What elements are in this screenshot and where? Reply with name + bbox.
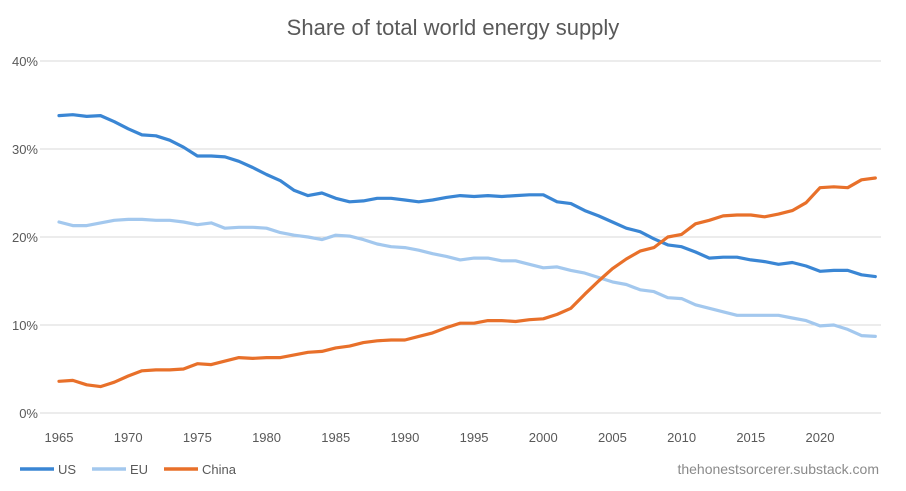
y-axis-ticks: 0% 10% 20% 30% 40% bbox=[12, 54, 38, 421]
x-tick-label: 2000 bbox=[529, 430, 558, 445]
legend-label-eu: EU bbox=[130, 462, 148, 477]
x-tick-label: 2015 bbox=[736, 430, 765, 445]
x-tick-label: 2010 bbox=[667, 430, 696, 445]
x-tick-label: 1995 bbox=[460, 430, 489, 445]
series-line-eu bbox=[57, 217, 877, 338]
x-tick-label: 1975 bbox=[183, 430, 212, 445]
y-tick-label: 40% bbox=[12, 54, 38, 69]
y-tick-label: 20% bbox=[12, 230, 38, 245]
x-tick-label: 1990 bbox=[390, 430, 419, 445]
gridlines bbox=[40, 60, 881, 414]
legend-label-us: US bbox=[58, 462, 76, 477]
legend: US EU China bbox=[20, 462, 237, 477]
y-tick-label: 0% bbox=[19, 406, 38, 421]
source-credit: thehonestsorcerer.substack.com bbox=[677, 461, 879, 477]
x-tick-label: 1985 bbox=[321, 430, 350, 445]
chart-title: Share of total world energy supply bbox=[287, 15, 620, 40]
series-line-us bbox=[57, 113, 877, 279]
x-tick-label: 1980 bbox=[252, 430, 281, 445]
series-line-china bbox=[57, 176, 877, 389]
y-tick-label: 10% bbox=[12, 318, 38, 333]
x-tick-label: 1965 bbox=[45, 430, 74, 445]
x-tick-label: 2005 bbox=[598, 430, 627, 445]
legend-label-china: China bbox=[202, 462, 237, 477]
x-tick-label: 2020 bbox=[806, 430, 835, 445]
x-axis-ticks: 1965 1970 1975 1980 1985 1990 1995 2000 2005 2010… bbox=[45, 430, 835, 445]
series-lines bbox=[57, 113, 877, 389]
x-tick-label: 1970 bbox=[114, 430, 143, 445]
y-tick-label: 30% bbox=[12, 142, 38, 157]
